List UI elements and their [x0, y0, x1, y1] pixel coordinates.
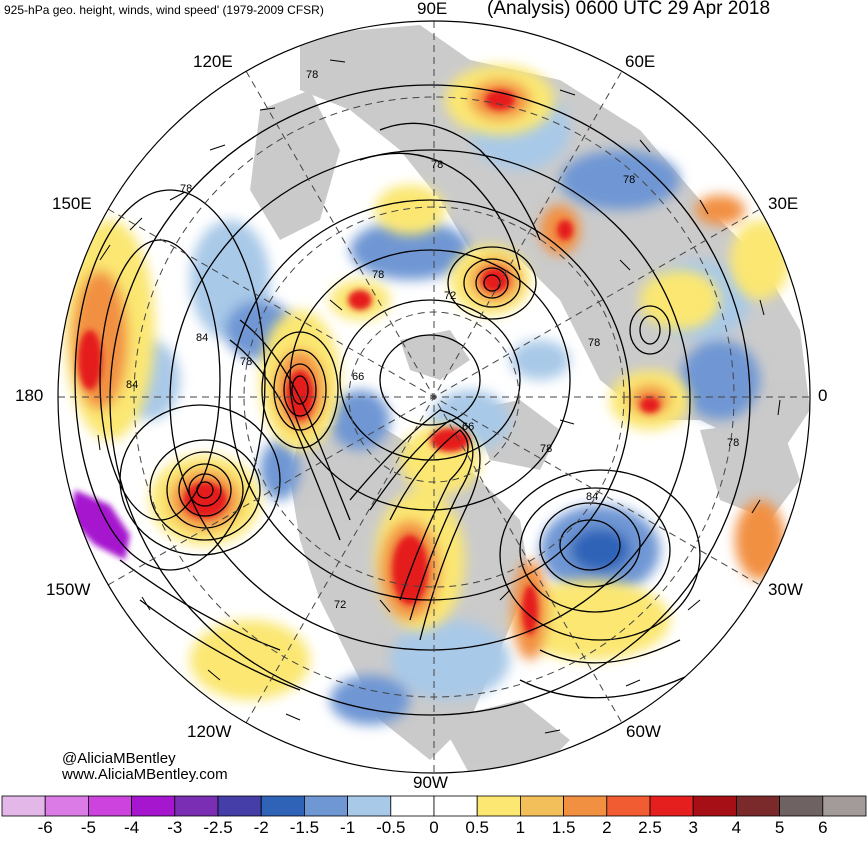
- credit-website: www.AliciaMBentley.com: [62, 766, 228, 783]
- contour-label: 78: [180, 183, 192, 195]
- contour-label: 78: [240, 356, 252, 368]
- strong-negative-anomaly: [70, 490, 130, 560]
- longitude-label-120e: 120E: [193, 52, 233, 71]
- colorbar-tick-label: -6: [37, 818, 53, 837]
- colorbar-tick-label: 3: [688, 818, 698, 837]
- longitude-label-180: 180: [15, 386, 44, 405]
- contour-label: 78: [588, 337, 600, 349]
- graticule: [58, 21, 810, 773]
- colorbar-tick-label: 6: [818, 818, 828, 837]
- contour-label: 78: [431, 159, 443, 171]
- longitude-label-30w: 30W: [768, 580, 803, 599]
- contour-label: 78: [540, 443, 552, 455]
- contour-label: 84: [126, 379, 138, 391]
- contour-label: 78: [623, 174, 635, 186]
- colorbar-tick-label: 2: [602, 818, 612, 837]
- colorbar-tick-label: 2.5: [638, 818, 662, 837]
- colorbar-tick-label: 5: [774, 818, 785, 837]
- contour-label: 78: [727, 437, 739, 449]
- colorbar-tick-label: -1.5: [289, 818, 320, 837]
- map-title-left: 925-hPa geo. height, winds, wind speed' …: [4, 3, 324, 17]
- longitude-label-150w: 150W: [46, 580, 91, 599]
- contour-label: 84: [586, 491, 598, 503]
- longitude-label-90e: 90E: [417, 0, 448, 18]
- longitude-label-60e: 60E: [625, 52, 656, 71]
- longitude-label-0: 0: [818, 386, 828, 405]
- contour-label: 72: [334, 599, 346, 611]
- wind-barbs: [97, 59, 781, 734]
- contour-label: 84: [196, 332, 208, 344]
- map-title-right: (Analysis) 0600 UTC 29 Apr 2018: [487, 0, 771, 19]
- colorbar-tick-label: -3: [167, 818, 183, 837]
- longitude-label-60w: 60W: [626, 722, 661, 741]
- longitude-label-90w: 90W: [413, 773, 448, 792]
- polar-map: 78 78 78 78 78 78 78 78 78 84 84 84 72 7…: [57, 20, 811, 774]
- contour-label: 72: [444, 290, 456, 302]
- colorbar-tick-label: -2: [253, 818, 269, 837]
- colorbar-tick-label: 0: [429, 818, 439, 837]
- contour-label: 66: [462, 421, 474, 433]
- contour-label: 78: [306, 69, 318, 81]
- longitude-label-120w: 120W: [187, 722, 232, 741]
- map-boundary: [57, 20, 811, 774]
- longitude-label-150e: 150E: [52, 194, 92, 213]
- contour-label: 66: [352, 371, 364, 383]
- colorbar-tick-label: 4: [731, 818, 742, 837]
- colorbar-tick-label: 0.5: [465, 818, 490, 837]
- colorbar-tick-label: -1: [340, 818, 356, 837]
- colorbar-tick-label: -5: [80, 818, 96, 837]
- colorbar-tick-label: -2.5: [203, 818, 233, 837]
- colorbar-tick-label: 1: [515, 818, 526, 837]
- contour-label-group: 78 78 78 78 78 78 78 78 78 84 84 84 72 7…: [126, 69, 739, 611]
- contour-label: 78: [372, 269, 384, 281]
- colorbar-tick-label: -0.5: [376, 818, 406, 837]
- colorbar-tick-label: 1.5: [551, 818, 576, 837]
- longitude-label-30e: 30E: [768, 194, 799, 213]
- credit-handle: @AliciaMBentley: [62, 750, 176, 767]
- height-contours: [74, 84, 751, 716]
- colorbar-tick-label: -4: [124, 818, 140, 837]
